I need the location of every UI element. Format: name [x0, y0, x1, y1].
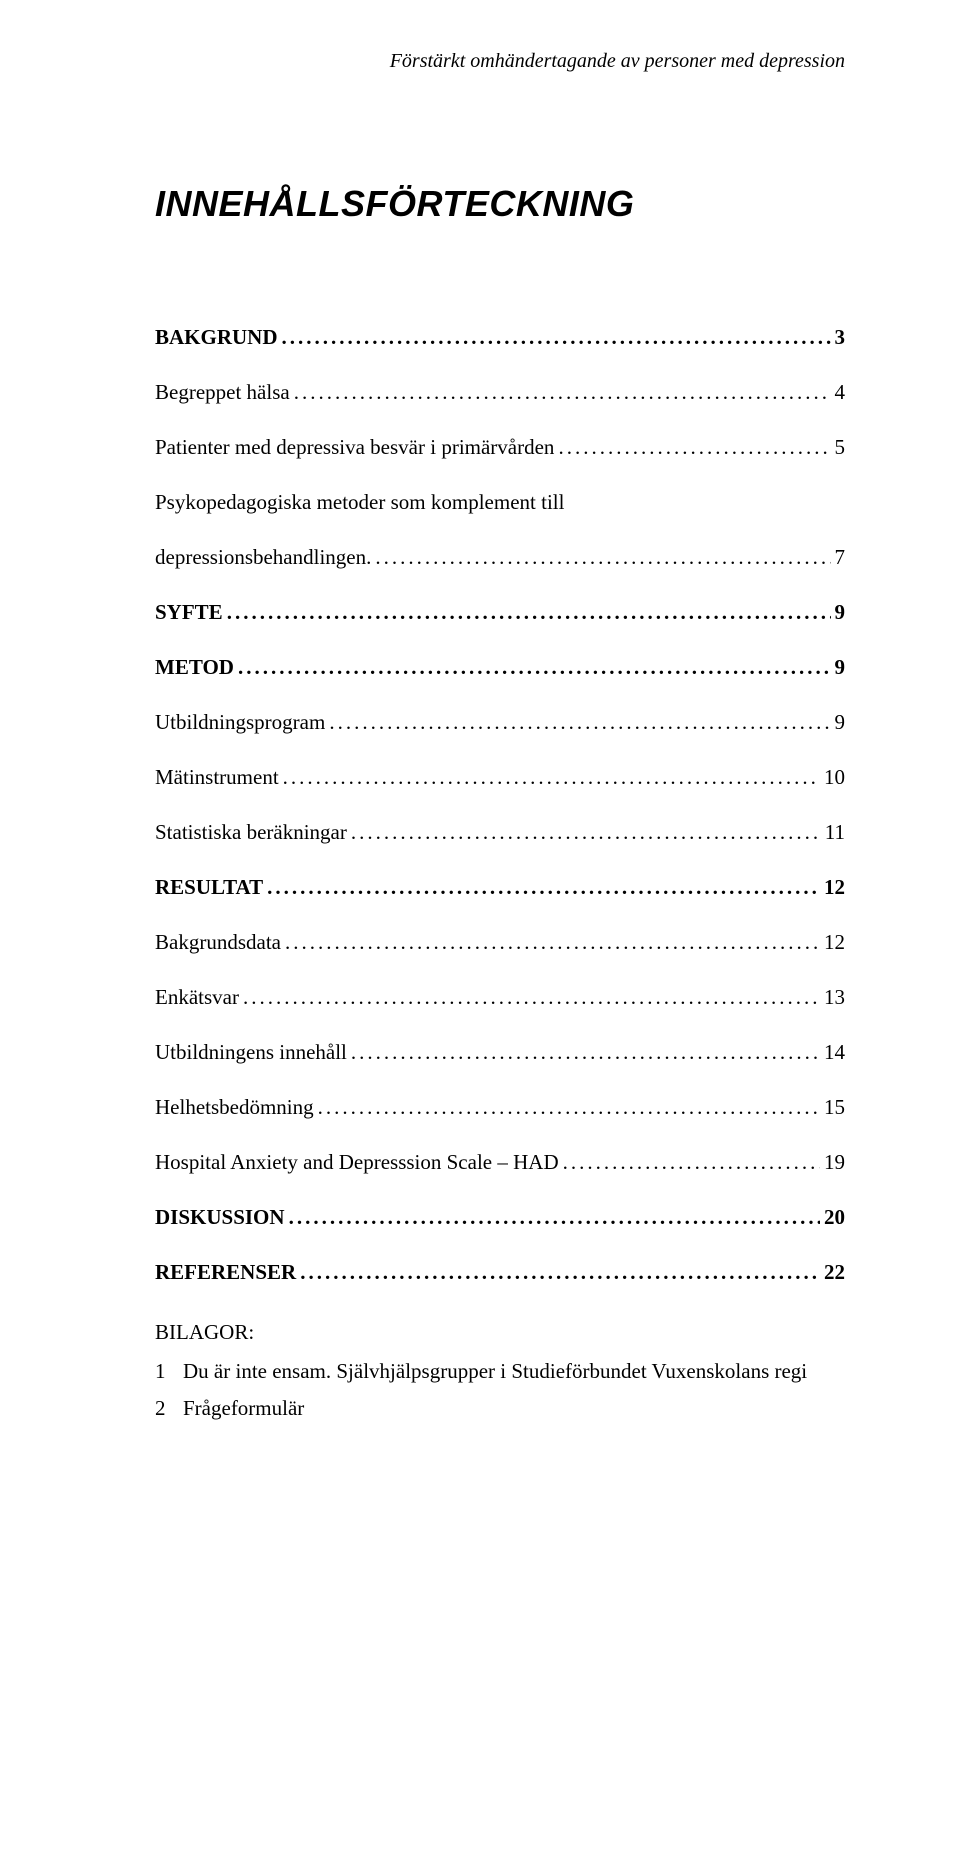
toc-entry: Begreppet hälsa 4	[155, 380, 845, 405]
toc-dots	[318, 1095, 820, 1120]
toc-label: Psykopedagogiska metoder som komplement …	[155, 490, 564, 515]
toc-dots	[282, 325, 831, 350]
toc-dots	[558, 435, 830, 460]
bilagor-list: 1Du är inte ensam. Självhjälpsgrupper i …	[155, 1354, 845, 1426]
toc-entry: METOD 9	[155, 655, 845, 680]
toc-page: 22	[824, 1260, 845, 1285]
toc-label: REFERENSER	[155, 1260, 296, 1285]
toc-entry: Statistiska beräkningar 11	[155, 820, 845, 845]
toc-entry: Enkätsvar 13	[155, 985, 845, 1010]
bilagor-title: BILAGOR:	[155, 1315, 845, 1350]
table-of-contents: BAKGRUND 3 Begreppet hälsa 4 Patienter med d…	[155, 325, 845, 1285]
toc-dots	[329, 710, 830, 735]
toc-entry: RESULTAT 12	[155, 875, 845, 900]
running-header: Förstärkt omhändertagande av personer me…	[155, 50, 845, 73]
toc-entry: Bakgrundsdata 12	[155, 930, 845, 955]
toc-dots	[375, 545, 830, 570]
toc-page: 15	[824, 1095, 845, 1120]
toc-label: Statistiska beräkningar	[155, 820, 347, 845]
toc-entry: Patienter med depressiva besvär i primär…	[155, 435, 845, 460]
toc-page: 13	[824, 985, 845, 1010]
toc-dots	[289, 1205, 820, 1230]
toc-entry: Psykopedagogiska metoder som komplement …	[155, 490, 845, 515]
bilagor-section: BILAGOR: 1Du är inte ensam. Självhjälpsg…	[155, 1315, 845, 1426]
toc-page: 12	[824, 875, 845, 900]
toc-label: Mätinstrument	[155, 765, 279, 790]
toc-page: 9	[835, 600, 846, 625]
toc-label: Hospital Anxiety and Depresssion Scale –…	[155, 1150, 559, 1175]
toc-page: 20	[824, 1205, 845, 1230]
toc-entry: BAKGRUND 3	[155, 325, 845, 350]
toc-entry: Utbildningsprogram 9	[155, 710, 845, 735]
toc-label: Utbildningens innehåll	[155, 1040, 347, 1065]
toc-entry: Utbildningens innehåll 14	[155, 1040, 845, 1065]
bilagor-num: 2	[155, 1391, 183, 1426]
toc-dots	[351, 820, 821, 845]
toc-dots	[294, 380, 831, 405]
toc-page: 14	[824, 1040, 845, 1065]
bilagor-text: Du är inte ensam. Självhjälpsgrupper i S…	[183, 1354, 845, 1389]
toc-entry: depressionsbehandlingen. 7	[155, 545, 845, 570]
toc-label: BAKGRUND	[155, 325, 278, 350]
toc-page: 9	[835, 655, 846, 680]
toc-dots	[243, 985, 820, 1010]
toc-dots	[563, 1150, 820, 1175]
toc-label: DISKUSSION	[155, 1205, 285, 1230]
toc-label: Begreppet hälsa	[155, 380, 290, 405]
toc-entry: REFERENSER 22	[155, 1260, 845, 1285]
bilagor-item: 1Du är inte ensam. Självhjälpsgrupper i …	[155, 1354, 845, 1389]
toc-label: Patienter med depressiva besvär i primär…	[155, 435, 554, 460]
toc-page: 9	[835, 710, 846, 735]
toc-entry: DISKUSSION 20	[155, 1205, 845, 1230]
toc-page: 10	[824, 765, 845, 790]
toc-label: Utbildningsprogram	[155, 710, 325, 735]
page-title: INNEHÅLLSFÖRTECKNING	[155, 183, 845, 225]
toc-entry: Helhetsbedömning 15	[155, 1095, 845, 1120]
header-text: Förstärkt omhändertagande av personer me…	[390, 50, 845, 72]
toc-label: Bakgrundsdata	[155, 930, 281, 955]
toc-label: METOD	[155, 655, 234, 680]
toc-dots	[285, 930, 820, 955]
toc-page: 5	[835, 435, 846, 460]
toc-entry: SYFTE 9	[155, 600, 845, 625]
toc-label: Enkätsvar	[155, 985, 239, 1010]
toc-page: 12	[824, 930, 845, 955]
toc-label: Helhetsbedömning	[155, 1095, 314, 1120]
toc-dots	[267, 875, 820, 900]
toc-label: depressionsbehandlingen.	[155, 545, 371, 570]
toc-entry: Mätinstrument 10	[155, 765, 845, 790]
toc-page: 11	[825, 820, 845, 845]
toc-page: 4	[835, 380, 846, 405]
toc-dots	[283, 765, 820, 790]
toc-page: 19	[824, 1150, 845, 1175]
bilagor-item: 2Frågeformulär	[155, 1391, 845, 1426]
toc-dots	[238, 655, 831, 680]
toc-label: SYFTE	[155, 600, 223, 625]
toc-page: 3	[835, 325, 846, 350]
toc-dots	[351, 1040, 820, 1065]
toc-dots	[300, 1260, 820, 1285]
toc-label: RESULTAT	[155, 875, 263, 900]
toc-dots	[227, 600, 831, 625]
toc-page: 7	[835, 545, 846, 570]
bilagor-text: Frågeformulär	[183, 1391, 845, 1426]
bilagor-num: 1	[155, 1354, 183, 1389]
toc-entry: Hospital Anxiety and Depresssion Scale –…	[155, 1150, 845, 1175]
